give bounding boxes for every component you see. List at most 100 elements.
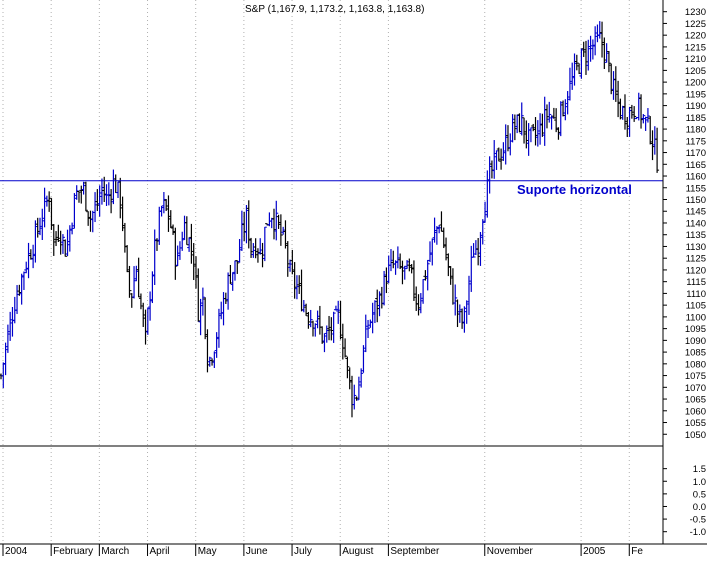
x-tick-label: April xyxy=(150,546,170,556)
price-bar xyxy=(519,102,524,136)
x-tick-label: May xyxy=(198,546,217,556)
price-bar xyxy=(629,104,634,119)
price-bar xyxy=(639,94,644,129)
price-bar xyxy=(308,309,313,328)
price-bar xyxy=(641,114,646,124)
price-axis: 1050105510601065107010751080108510901095… xyxy=(663,7,706,441)
price-bar xyxy=(604,43,609,63)
price-bar xyxy=(457,304,462,323)
price-bar xyxy=(26,242,31,279)
price-bar xyxy=(579,48,584,79)
price-bar xyxy=(645,108,650,123)
price-bar xyxy=(434,226,439,245)
price-bar xyxy=(198,298,203,336)
price-bar xyxy=(54,231,59,247)
price-bar xyxy=(489,160,494,179)
price-bar xyxy=(166,195,171,232)
price-bar xyxy=(63,239,68,257)
price-bar xyxy=(148,291,153,321)
price-bar xyxy=(609,63,614,95)
price-bar xyxy=(366,319,371,338)
price-bar xyxy=(411,260,416,301)
price-bar xyxy=(251,243,256,258)
price-bar xyxy=(565,91,570,115)
price-bar xyxy=(549,115,554,130)
price-bar xyxy=(405,260,410,270)
price-bar xyxy=(382,270,387,306)
price-bar xyxy=(398,253,403,270)
price-bar xyxy=(528,127,533,143)
price-bar xyxy=(189,223,194,264)
x-tick-label: Fe xyxy=(631,546,643,556)
price-bar xyxy=(106,182,111,206)
price-bar xyxy=(464,300,469,324)
price-bar xyxy=(503,124,508,165)
price-bar xyxy=(425,259,430,291)
price-tick-label: 1150 xyxy=(686,195,706,206)
price-tick-label: 1170 xyxy=(686,148,706,159)
price-bar xyxy=(395,246,400,269)
price-bar xyxy=(154,238,159,251)
price-bar xyxy=(203,297,208,340)
price-bar xyxy=(393,260,398,275)
price-bar xyxy=(460,308,465,329)
price-tick-label: 1125 xyxy=(686,254,706,265)
price-bar xyxy=(570,62,575,90)
price-bar xyxy=(333,305,338,311)
price-bar xyxy=(44,195,49,207)
price-bar xyxy=(70,222,75,235)
price-bar xyxy=(171,224,176,235)
price-bar xyxy=(214,332,219,358)
price-bar xyxy=(600,21,605,58)
price-tick-label: 1225 xyxy=(685,19,706,30)
price-bar xyxy=(540,113,545,137)
price-bar xyxy=(567,67,572,101)
price-bar xyxy=(625,116,630,137)
price-bar xyxy=(643,116,648,131)
price-bar xyxy=(430,238,435,266)
price-tick-label: 1140 xyxy=(686,218,706,229)
price-bar xyxy=(315,310,320,329)
price-bar xyxy=(143,309,148,345)
price-tick-label: 1205 xyxy=(685,66,706,77)
price-tick-label: 1200 xyxy=(685,78,706,89)
price-bar xyxy=(180,231,185,251)
price-tick-label: 1220 xyxy=(685,31,706,42)
price-bar xyxy=(86,211,91,226)
price-bar xyxy=(292,262,297,299)
price-bar xyxy=(19,273,24,305)
price-bar xyxy=(276,214,281,229)
price-tick-label: 1130 xyxy=(686,242,706,253)
price-bar xyxy=(618,98,623,120)
price-bar xyxy=(574,54,579,71)
price-bar xyxy=(283,220,288,249)
lower-tick-label: 1.5 xyxy=(693,464,706,475)
price-bar xyxy=(558,101,563,137)
price-bar xyxy=(416,294,421,316)
price-bar xyxy=(255,248,260,263)
price-bar xyxy=(294,275,299,300)
lower-axis: 1.5 1.00.5 0.0 -0.5-1.0 xyxy=(663,464,706,538)
price-bar xyxy=(423,270,428,281)
price-bar xyxy=(115,181,120,198)
price-bar xyxy=(322,333,327,353)
price-tick-label: 1080 xyxy=(685,359,706,370)
price-bar xyxy=(40,208,45,240)
price-bar xyxy=(184,216,189,246)
price-bar xyxy=(588,35,593,62)
price-bar xyxy=(496,147,501,162)
price-bar xyxy=(288,259,293,272)
price-bar xyxy=(577,63,582,75)
price-bar xyxy=(249,237,254,258)
price-bar xyxy=(274,200,279,241)
price-bar xyxy=(505,125,510,152)
x-tick-label: February xyxy=(53,546,93,556)
price-bar xyxy=(492,140,497,179)
price-bar xyxy=(196,268,201,322)
price-tick-label: 1100 xyxy=(686,312,706,323)
price-tick-label: 1195 xyxy=(686,89,706,100)
price-bar xyxy=(361,345,366,373)
price-bar xyxy=(28,249,33,260)
